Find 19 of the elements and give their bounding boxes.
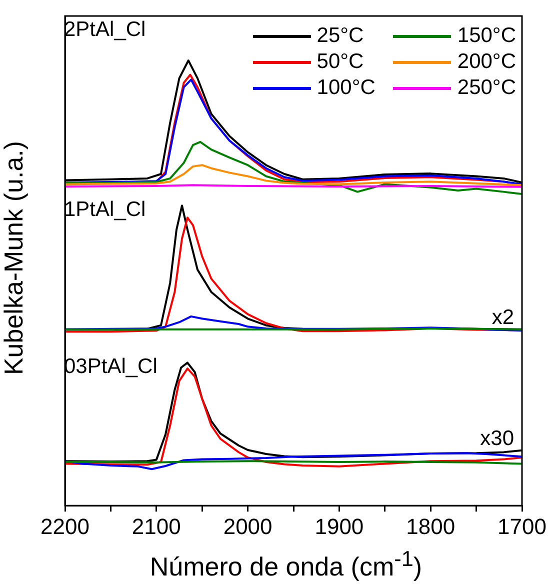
x-tick-label: 2100	[132, 514, 181, 539]
legend-label: 25°C	[316, 24, 364, 48]
x-tick-label: 1700	[498, 514, 546, 539]
x-tick-label: 1900	[314, 514, 364, 539]
annotation: 1PtAl_Cl	[64, 198, 146, 222]
annotation: 03PtAl_Cl	[64, 355, 158, 379]
x-tick-label: 2000	[223, 514, 272, 539]
x-axis-title: Número de onda (cm$^{-1}$)	[148, 546, 424, 583]
y-axis-title: Kubelka-Munk (u.a.)	[0, 140, 30, 376]
x-tick-label: 2200	[40, 514, 90, 539]
annotation: x30	[480, 427, 514, 451]
legend-label: 150°C	[457, 24, 516, 48]
x-tick-label: 1800	[406, 514, 456, 539]
legend-label: 200°C	[457, 50, 516, 74]
text: 2PtAl_Cl	[64, 18, 146, 42]
annotation: x2	[492, 306, 514, 330]
legend-label: 50°C	[316, 50, 364, 74]
legend-label: 250°C	[457, 76, 516, 100]
legend-label: 100°C	[316, 76, 376, 100]
